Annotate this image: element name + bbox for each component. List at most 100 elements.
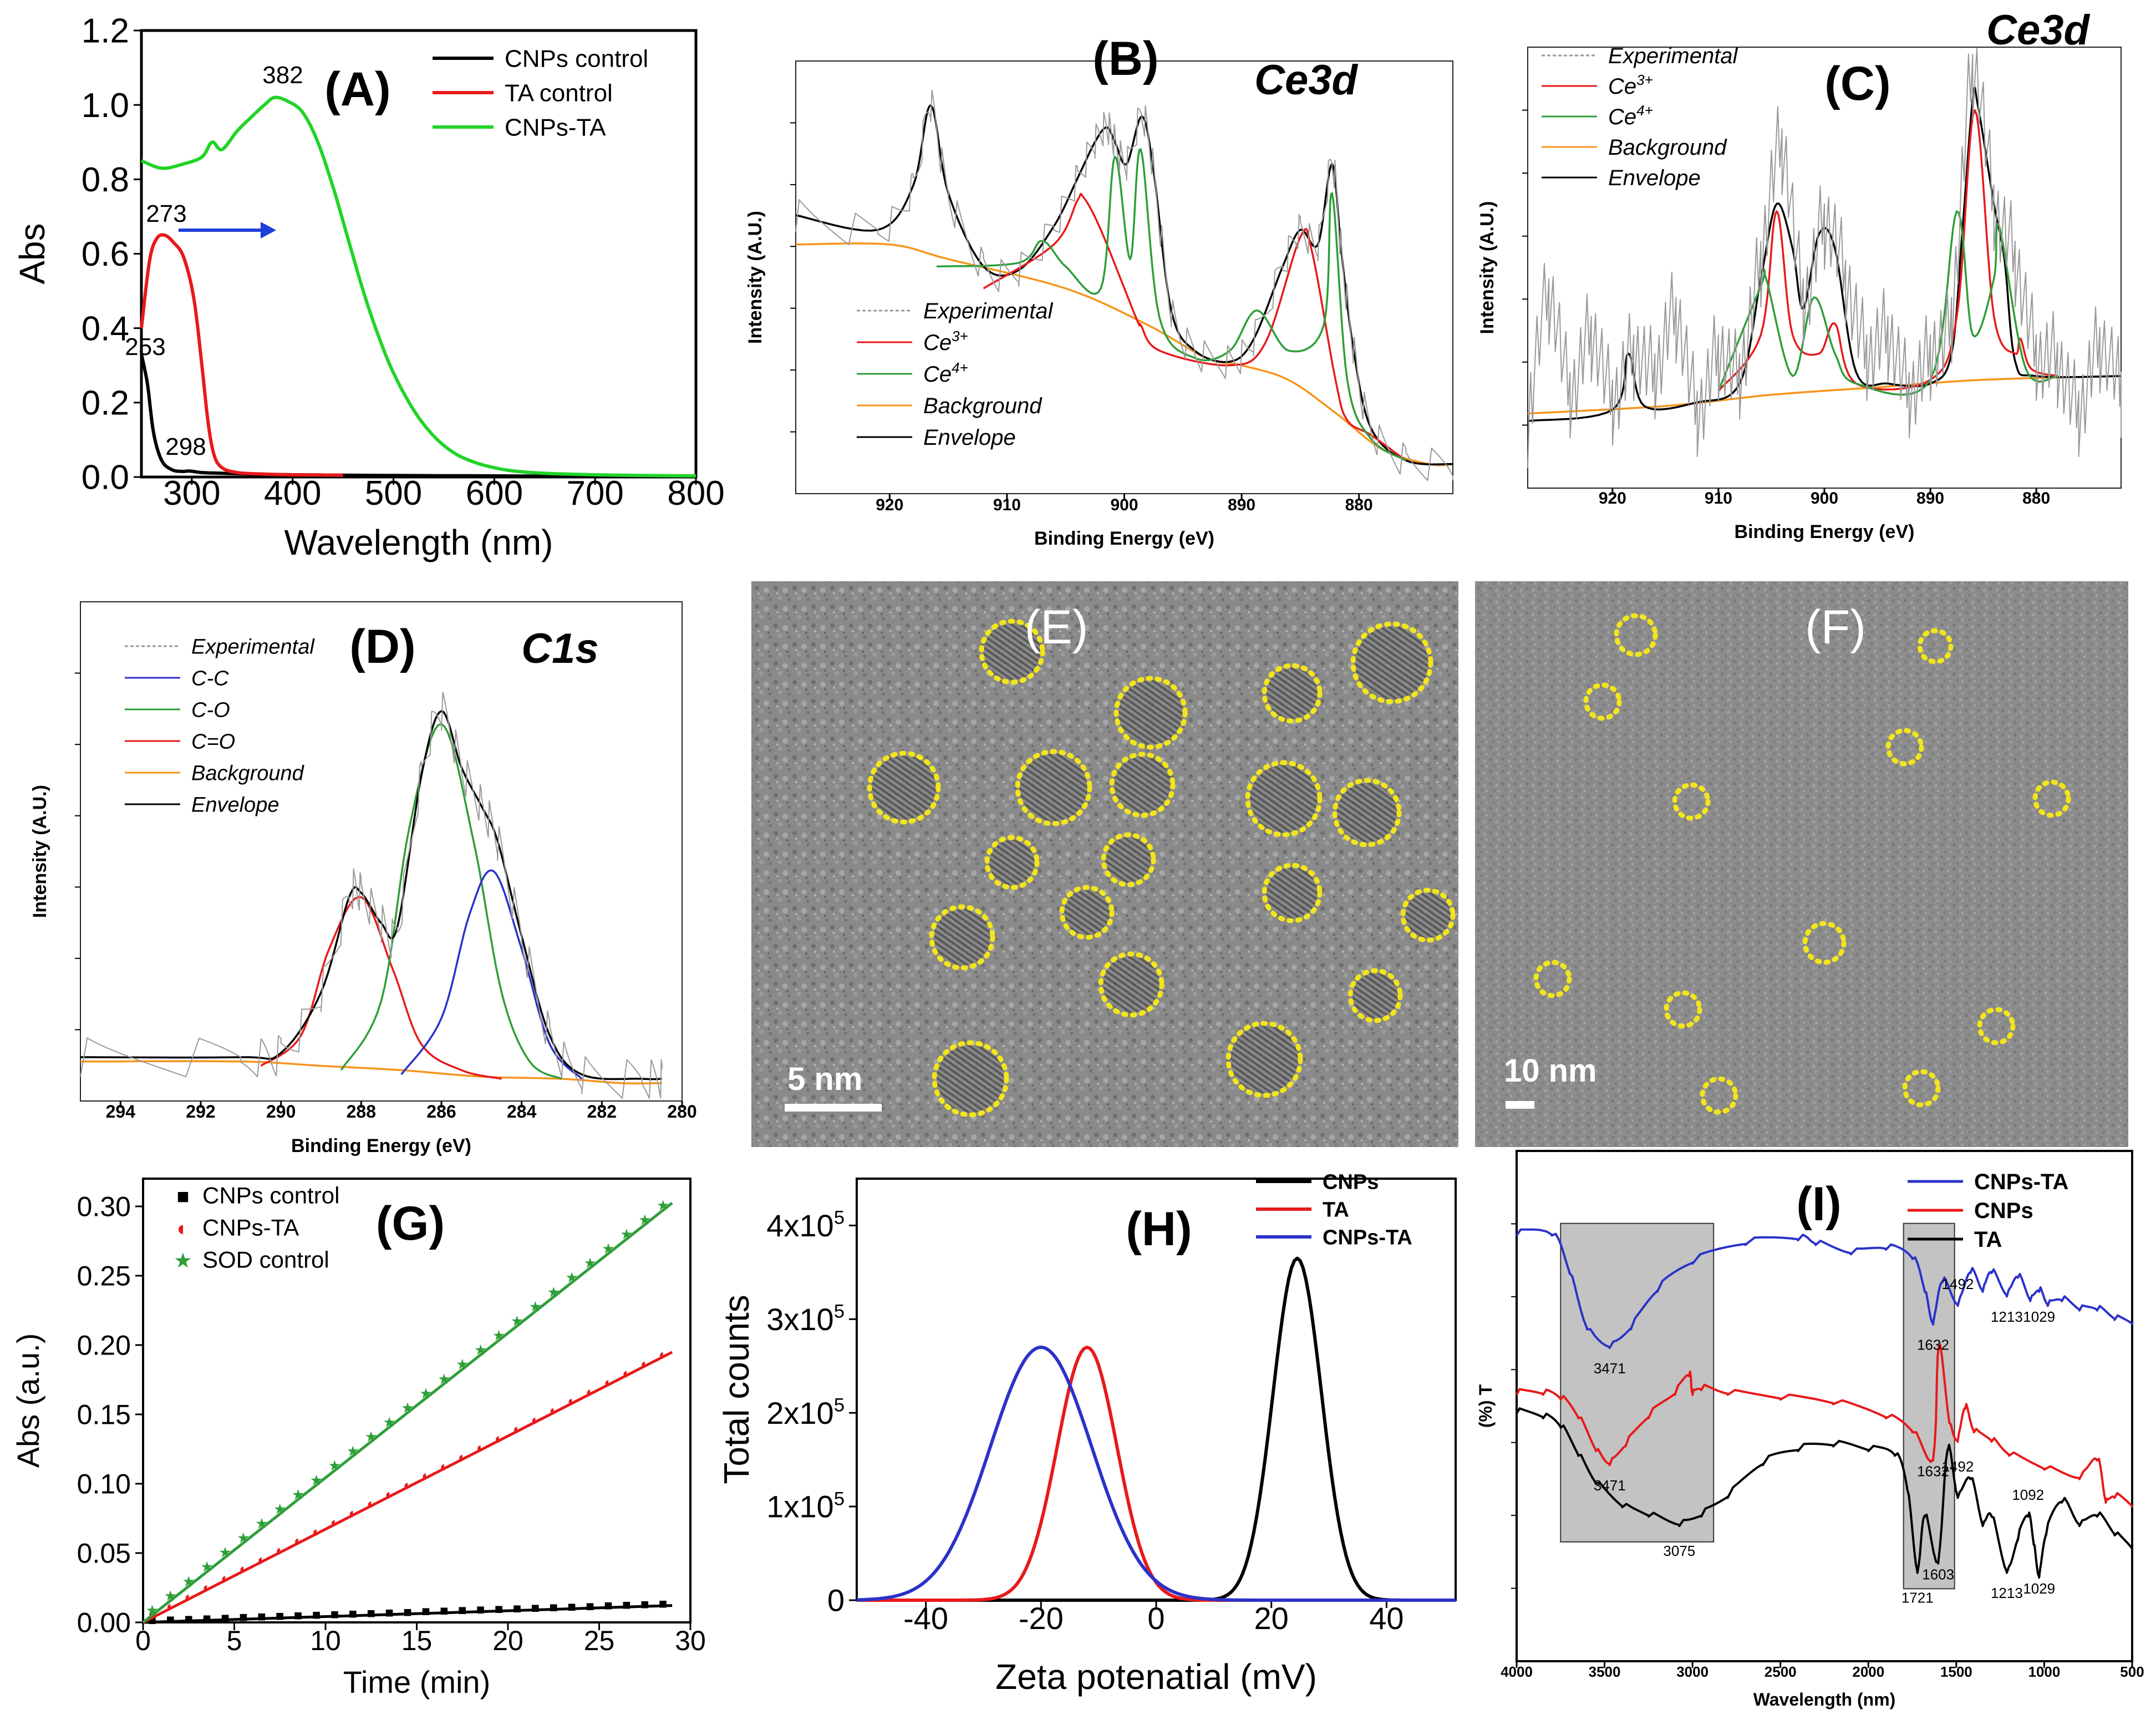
distribution-curve <box>857 1256 1456 1602</box>
panel-label-a: (A) <box>324 63 390 116</box>
legend-superscript: 4+ <box>1636 102 1653 119</box>
data-point: ★ <box>328 1457 341 1474</box>
plot-frame <box>140 29 698 479</box>
data-point: ■ <box>567 1598 576 1615</box>
x-tick-label: 920 <box>1599 489 1626 508</box>
data-point: ★ <box>638 1211 651 1228</box>
legend-label: C-C <box>191 667 229 690</box>
y-tick-label: 0.8 <box>82 161 129 199</box>
legend-label: CNPs control <box>505 45 648 72</box>
peak-annotation: 3075 <box>1663 1543 1695 1559</box>
data-point: ◐ <box>567 1393 576 1409</box>
particle-outline <box>1583 682 1622 721</box>
legend-label: CNPs-TA <box>1974 1170 2068 1194</box>
particle-outline <box>1113 676 1188 750</box>
data-point: ■ <box>604 1597 613 1614</box>
x-axis-label: Wavelength (nm) <box>284 522 553 562</box>
data-point: ◐ <box>348 1505 357 1521</box>
x-axis-label: Binding Energy (eV) <box>291 1135 471 1156</box>
legend-superscript: 3+ <box>1636 72 1653 88</box>
x-tick-label: 3000 <box>1676 1663 1708 1680</box>
data-point: ■ <box>495 1601 504 1617</box>
data-point: ◐ <box>202 1579 211 1596</box>
nanoparticle <box>1114 757 1171 813</box>
data-point: ■ <box>586 1597 594 1614</box>
scale-bar-f <box>1506 1101 1534 1109</box>
series-line <box>140 353 696 478</box>
x-tick-label: 25 <box>584 1625 615 1656</box>
data-point: ★ <box>255 1515 268 1532</box>
y-tick-label: 0 <box>827 1583 845 1618</box>
peak-annotation: 3471 <box>1594 1360 1626 1377</box>
chart-c: 920 910 900 890 880 Binding Energy (eV) Intens… <box>1477 7 2122 542</box>
legend-label: CNPs-TA <box>505 114 606 141</box>
peak-annotation: 1492 <box>1941 1276 1974 1292</box>
legend-marker: ◐ <box>177 1217 190 1241</box>
x-axis-label: Wavelength (nm) <box>1753 1689 1896 1709</box>
x-tick-label: 40 <box>1369 1601 1404 1636</box>
panel-label-g: (G) <box>376 1197 445 1250</box>
legend-label: C=O <box>191 730 235 753</box>
data-point: ◐ <box>184 1589 193 1605</box>
particle-outline <box>1614 613 1658 657</box>
nanoparticle <box>1020 754 1087 821</box>
peak-annotation: 382 <box>262 62 303 89</box>
nanoparticle <box>1064 890 1110 935</box>
y-tick-label: 0.20 <box>77 1330 131 1361</box>
experimental-line <box>795 89 1453 481</box>
data-point: ★ <box>365 1428 378 1445</box>
data-point: ◐ <box>659 1346 668 1363</box>
legend-marker: ■ <box>177 1185 190 1209</box>
data-point: ★ <box>438 1371 450 1387</box>
chart-title: Ce3d <box>1986 7 2090 54</box>
data-point: ★ <box>529 1298 542 1315</box>
data-point: ◐ <box>495 1430 504 1447</box>
x-axis-label: Time (min) <box>343 1665 490 1699</box>
y-tick-label: 3x105 <box>766 1301 845 1337</box>
scale-bar-e <box>785 1104 882 1112</box>
x-tick-label: 2000 <box>1852 1663 1884 1680</box>
x-tick-label: 910 <box>1705 489 1732 508</box>
data-point: ★ <box>182 1573 195 1590</box>
distribution-curve <box>857 1346 1456 1602</box>
particle-outline <box>1226 1021 1303 1098</box>
series-line <box>140 95 696 478</box>
particle-outline <box>1245 760 1323 838</box>
nanoparticle <box>1267 867 1318 919</box>
legend-label: Background <box>923 394 1043 418</box>
particle-outline <box>2032 779 2071 818</box>
y-axis-label: Intensity (A.U.) <box>745 211 766 344</box>
data-point: ★ <box>511 1312 523 1329</box>
particle-outline <box>1098 951 1165 1018</box>
nanoparticle <box>1267 668 1318 719</box>
legend-superscript: 4+ <box>952 359 968 376</box>
series-line <box>400 869 583 1080</box>
data-point: ★ <box>657 1197 669 1214</box>
particle-outline <box>984 835 1040 890</box>
peak-annotation: 1029 <box>2023 1580 2055 1597</box>
y-axis-label: Intensity (A.U.) <box>29 785 50 918</box>
particle-outline <box>1101 832 1156 887</box>
data-point: ◐ <box>239 1561 248 1577</box>
data-point: ★ <box>292 1486 304 1503</box>
y-axis-label: Abs (a.u.) <box>11 1333 45 1468</box>
data-point: ■ <box>458 1602 467 1618</box>
data-point: ◐ <box>458 1449 467 1465</box>
particle-outline <box>932 1040 1009 1118</box>
data-point: ■ <box>531 1599 540 1616</box>
particle-outline <box>1533 960 1572 998</box>
y-tick-label: 1.0 <box>82 87 129 125</box>
particle-outline <box>1347 968 1403 1023</box>
y-axis-label: Intensity (A.U.) <box>1477 201 1498 334</box>
peak-annotation: 1213 <box>1991 1308 2023 1325</box>
x-tick-label: 880 <box>2022 489 2050 508</box>
x-tick-label: 4000 <box>1501 1663 1533 1680</box>
panel-label-b: (B) <box>1092 32 1158 85</box>
panel-label-c: (C) <box>1824 57 1890 110</box>
y-axis-label: Total counts <box>716 1295 756 1484</box>
distribution-curve <box>856 1346 1456 1602</box>
series-line <box>983 192 1407 461</box>
legend-label: Background <box>191 762 305 785</box>
data-point: ★ <box>492 1327 505 1344</box>
legend-label: Ce3+ <box>1608 72 1653 99</box>
